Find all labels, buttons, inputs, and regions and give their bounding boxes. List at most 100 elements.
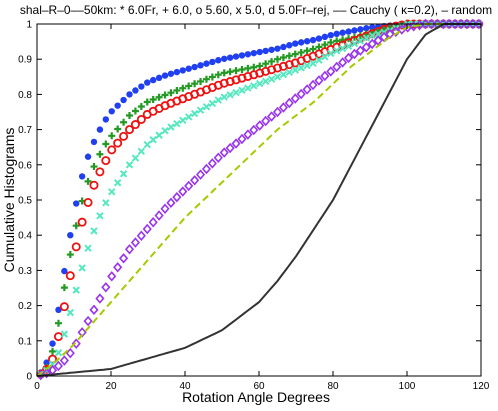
series-4-point <box>243 129 253 140</box>
series-3-point <box>167 123 175 131</box>
series-1-point <box>226 68 234 76</box>
series-4-point <box>237 133 247 145</box>
series-0-point <box>102 116 110 123</box>
series-1-point <box>244 64 252 72</box>
series-3-point <box>119 170 128 178</box>
series-4-point <box>65 347 75 359</box>
series-1-point <box>214 71 222 79</box>
series-3-point <box>208 99 217 108</box>
series-3-point <box>149 136 157 144</box>
series-4-point <box>261 115 271 127</box>
series-4 <box>36 18 484 381</box>
series-4-point <box>326 66 336 77</box>
series-0-point <box>149 76 157 84</box>
series-1-point <box>262 60 270 68</box>
series-0-point <box>226 54 234 61</box>
series-0-point <box>203 60 210 67</box>
y-tick-label: 0 <box>26 372 32 383</box>
series-3-point <box>261 77 270 86</box>
series-3-point <box>90 227 98 235</box>
series-3-point <box>173 119 181 128</box>
series-4-point <box>160 203 170 214</box>
series-0-point <box>321 33 329 41</box>
series-4-point <box>450 18 460 30</box>
series-0-point <box>256 48 263 56</box>
series-4-point <box>142 223 152 235</box>
series-4-point <box>367 38 377 50</box>
series-4-point <box>225 142 235 154</box>
series-4-point <box>113 262 123 273</box>
series-3-point <box>238 86 246 95</box>
series-2-point <box>83 197 93 207</box>
series-1-point <box>108 132 116 140</box>
series-3-point <box>315 56 323 64</box>
series-4-point <box>154 210 164 221</box>
chart-title: shal–R–0––50km: * 6.0Fr, + 6.0, o 5.60, … <box>20 3 492 17</box>
series-4-point <box>462 18 472 30</box>
series-2-point <box>119 131 129 141</box>
series-2-point <box>89 180 99 190</box>
series-3-point <box>332 47 341 55</box>
series-3-point <box>161 127 169 135</box>
series-2-point <box>113 138 123 148</box>
y-tick-label: 0.2 <box>18 301 32 312</box>
series-4-point <box>332 61 342 73</box>
series-0-point <box>345 28 352 35</box>
series-4-point <box>278 102 288 113</box>
series-0-point <box>173 68 181 76</box>
series-4-point <box>95 293 105 304</box>
series-4-point <box>444 18 454 30</box>
y-tick-label: 0.9 <box>18 55 32 66</box>
series-4-point <box>89 304 99 316</box>
series-3-point <box>350 40 359 48</box>
series-1-point <box>155 93 163 101</box>
series-3-point <box>66 308 75 317</box>
series-3-point <box>155 131 163 139</box>
y-axis-label: Cumulative Histograms <box>1 128 17 273</box>
series-4-point <box>231 138 241 149</box>
series-3-point <box>54 349 63 357</box>
series-0-point <box>73 200 80 207</box>
series-3-point <box>102 199 110 207</box>
series-0-point <box>78 173 86 180</box>
series-2-point <box>65 271 75 281</box>
series-1-point <box>179 84 187 92</box>
x-tick-label: 0 <box>34 381 40 392</box>
series-1-point <box>143 98 151 106</box>
series-4-point <box>272 106 283 118</box>
y-tick-label: 0.7 <box>18 125 32 136</box>
series-4-point <box>308 79 318 91</box>
series-1-point <box>66 251 74 259</box>
series-0-point <box>114 102 121 109</box>
series-4-point <box>166 197 176 209</box>
series-4-point <box>338 57 348 68</box>
series-2-point <box>136 114 146 124</box>
series-4-point <box>107 271 117 282</box>
series-1-point <box>49 347 57 355</box>
series-3-point <box>338 44 347 53</box>
series-0-point <box>363 25 370 32</box>
series-3-point <box>137 147 146 155</box>
series-4-point <box>349 48 360 60</box>
series-3-point <box>143 140 151 149</box>
series-0-point <box>327 31 334 39</box>
series-4-point <box>255 120 265 131</box>
series-3-point <box>297 64 305 72</box>
series-4-point <box>190 175 200 186</box>
series-3-point <box>113 179 122 187</box>
series-0-point <box>286 42 293 49</box>
series-0-point <box>209 58 216 66</box>
series-0-point <box>132 87 139 94</box>
y-tick-label: 0.3 <box>18 266 32 277</box>
x-tick-label: 60 <box>253 381 265 392</box>
series-3-point <box>356 37 365 45</box>
x-tick-label: 120 <box>473 381 490 392</box>
series-4-point <box>302 84 312 95</box>
series-0-point <box>309 36 317 44</box>
series-1-point <box>84 177 92 185</box>
series-0-point <box>244 51 252 58</box>
series-1-point <box>256 62 264 70</box>
series-1-point <box>72 222 80 230</box>
series-4-point <box>456 18 466 30</box>
